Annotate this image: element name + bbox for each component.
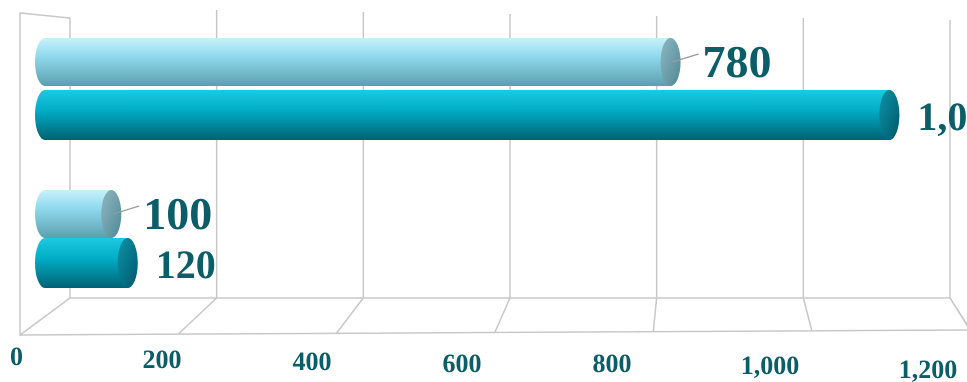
data-label: 120	[156, 242, 216, 287]
bar-cap	[101, 190, 122, 238]
leader-line	[672, 53, 699, 63]
tick-label: 200	[143, 345, 182, 374]
floor-edge	[19, 297, 967, 336]
tick-label: 400	[293, 347, 332, 376]
gridline	[802, 18, 813, 331]
tick-label: 0	[10, 342, 23, 371]
bar-body	[35, 38, 681, 86]
bar-body	[35, 238, 138, 288]
bar	[35, 90, 900, 140]
bar-body	[35, 190, 122, 238]
bars	[35, 38, 900, 288]
bar-body	[35, 90, 900, 140]
data-label: 1,046	[917, 94, 967, 139]
tick-label: 800	[593, 349, 632, 378]
x-axis-ticks: 0 200 400 600 800 1,000 1,200	[10, 342, 957, 382]
tick-label: 1,200	[899, 355, 958, 382]
bar-cap	[660, 38, 681, 86]
bar	[35, 38, 681, 86]
bar	[35, 190, 122, 238]
tick-label: 600	[443, 349, 482, 378]
left-wall	[19, 12, 71, 337]
tick-label: 1,000	[741, 351, 800, 380]
bar-cap	[117, 238, 138, 288]
bar-cap	[879, 90, 900, 140]
data-label: 780	[703, 36, 772, 87]
gridline	[949, 20, 967, 326]
leader-line	[113, 205, 140, 215]
data-label: 100	[143, 188, 212, 239]
bar	[35, 238, 138, 288]
